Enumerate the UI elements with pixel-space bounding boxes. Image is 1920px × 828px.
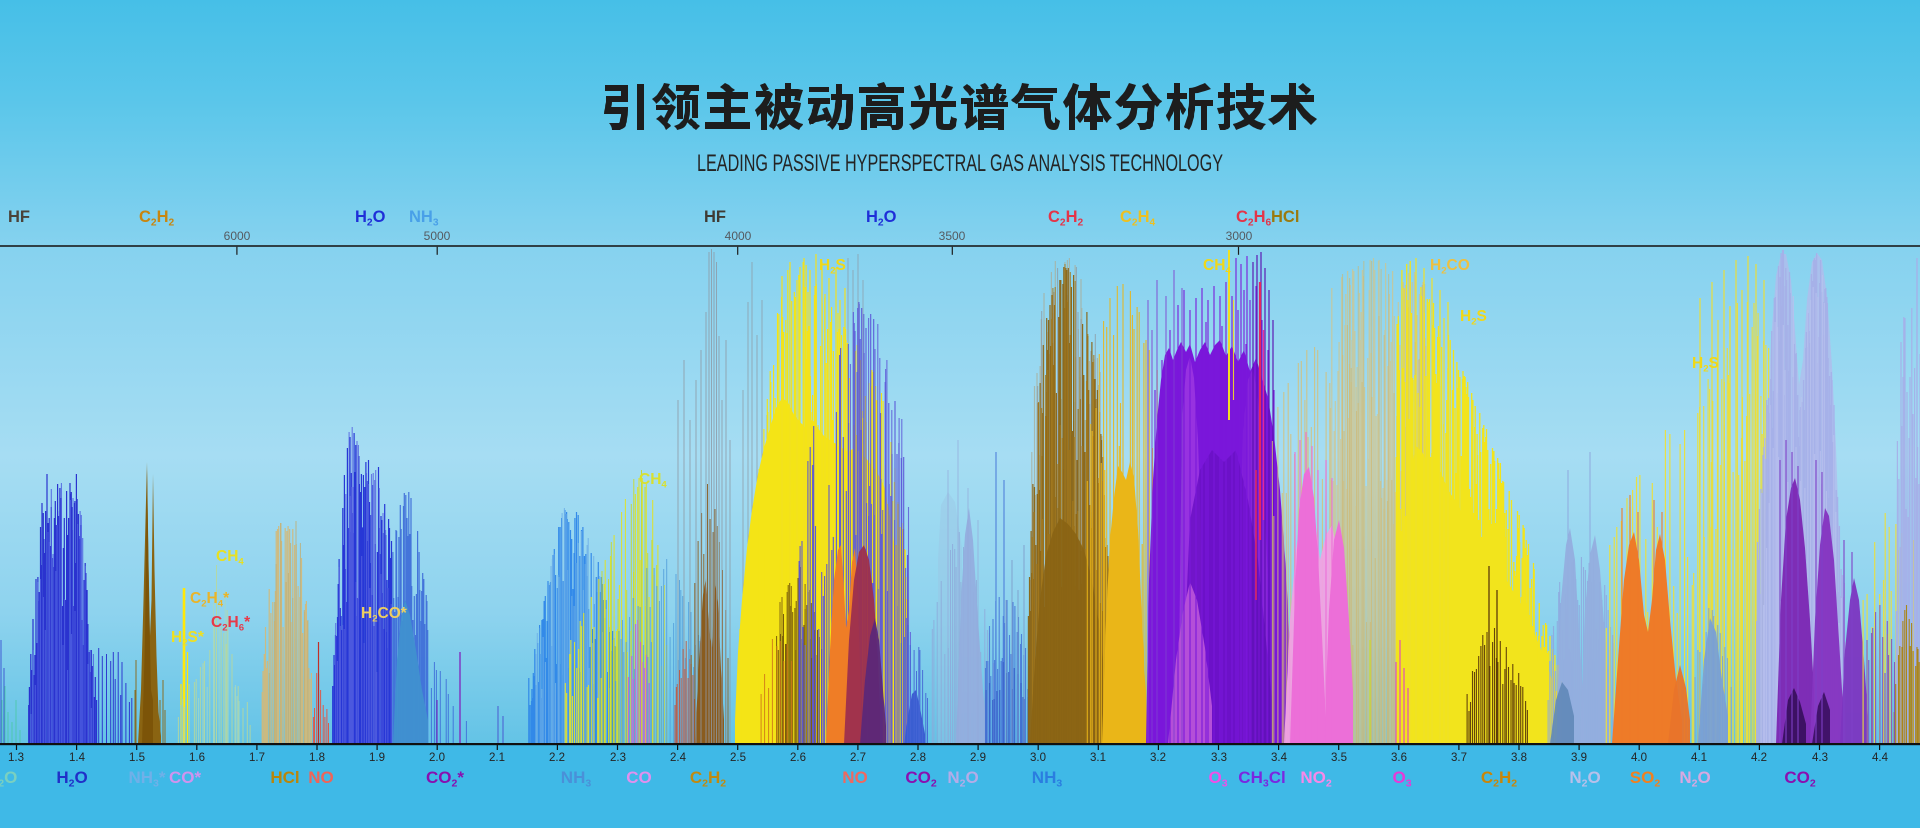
svg-text:2.2: 2.2	[549, 752, 565, 764]
svg-text:CH4: CH4	[639, 471, 667, 490]
svg-text:NH3: NH3	[1032, 768, 1063, 790]
svg-text:H2S: H2S	[1460, 308, 1487, 327]
svg-text:2.7: 2.7	[850, 752, 866, 764]
svg-text:H2CO: H2CO	[1430, 257, 1470, 276]
svg-text:4000: 4000	[725, 229, 752, 243]
svg-text:CO*: CO*	[169, 768, 202, 787]
svg-text:C2H4*: C2H4*	[190, 590, 230, 609]
svg-text:2.8: 2.8	[910, 752, 926, 764]
svg-text:C2H2: C2H2	[1481, 768, 1517, 790]
svg-text:3.5: 3.5	[1331, 752, 1347, 764]
svg-text:5000: 5000	[424, 229, 451, 243]
svg-text:CO2*: CO2*	[426, 768, 464, 790]
svg-text:2.0: 2.0	[429, 752, 445, 764]
svg-text:1.6: 1.6	[189, 752, 205, 764]
svg-text:1.4: 1.4	[69, 752, 86, 764]
svg-text:2.5: 2.5	[730, 752, 746, 764]
svg-text:3.9: 3.9	[1571, 752, 1587, 764]
svg-text:2.3: 2.3	[610, 752, 626, 764]
svg-text:2.9: 2.9	[970, 752, 986, 764]
svg-text:2.6: 2.6	[790, 752, 806, 764]
svg-text:N2O: N2O	[1679, 768, 1710, 790]
svg-text:4.0: 4.0	[1631, 752, 1647, 764]
svg-text:CO2: CO2	[1784, 768, 1816, 790]
svg-text:H2O: H2O	[56, 768, 87, 790]
svg-text:NO: NO	[308, 768, 334, 787]
svg-text:H2S: H2S	[1692, 355, 1719, 374]
svg-text:NH3: NH3	[409, 208, 439, 229]
svg-text:CH3Cl: CH3Cl	[1238, 768, 1285, 790]
svg-text:NH3*: NH3*	[128, 768, 165, 790]
svg-text:HF: HF	[704, 208, 726, 226]
svg-text:LEADING PASSIVE HYPERSPECTRAL: LEADING PASSIVE HYPERSPECTRAL GAS ANALYS…	[697, 150, 1223, 177]
svg-text:CH4: CH4	[216, 548, 244, 567]
svg-text:N2O: N2O	[947, 768, 978, 790]
svg-text:CO2: CO2	[905, 768, 937, 790]
svg-text:H2S*: H2S*	[171, 629, 205, 648]
svg-text:3.3: 3.3	[1211, 752, 1227, 764]
svg-text:C2H2: C2H2	[139, 208, 175, 229]
svg-text:1.8: 1.8	[309, 752, 325, 764]
svg-text:3000: 3000	[1226, 229, 1253, 243]
svg-text:H2O: H2O	[355, 208, 386, 229]
svg-text:3500: 3500	[939, 229, 966, 243]
svg-text:SO2: SO2	[1630, 768, 1661, 790]
svg-text:C2H4: C2H4	[1120, 208, 1156, 229]
svg-text:H2O: H2O	[866, 208, 897, 229]
svg-text:3.8: 3.8	[1511, 752, 1527, 764]
svg-text:N2O: N2O	[0, 768, 17, 790]
svg-text:C2H6: C2H6	[1236, 208, 1272, 229]
svg-text:3.6: 3.6	[1391, 752, 1407, 764]
svg-text:N2O: N2O	[1569, 768, 1600, 790]
svg-text:HF: HF	[8, 208, 30, 226]
svg-text:3.4: 3.4	[1271, 752, 1288, 764]
svg-text:4.1: 4.1	[1691, 752, 1707, 764]
svg-text:CH4: CH4	[1203, 257, 1231, 276]
svg-text:C2H2: C2H2	[690, 768, 726, 790]
svg-text:1.9: 1.9	[369, 752, 385, 764]
svg-text:HCl: HCl	[1271, 208, 1299, 226]
svg-text:C2H6*: C2H6*	[211, 614, 251, 633]
svg-text:NO: NO	[842, 768, 868, 787]
svg-text:1.5: 1.5	[129, 752, 145, 764]
svg-text:4.4: 4.4	[1872, 752, 1889, 764]
svg-text:1.3: 1.3	[8, 752, 24, 764]
svg-text:H2S: H2S	[819, 257, 846, 276]
svg-text:3.2: 3.2	[1150, 752, 1166, 764]
svg-text:3.7: 3.7	[1451, 752, 1467, 764]
svg-text:C2H2: C2H2	[1048, 208, 1084, 229]
svg-text:NH3: NH3	[561, 768, 592, 790]
svg-text:2.1: 2.1	[489, 752, 505, 764]
svg-text:CO: CO	[626, 768, 652, 787]
svg-text:6000: 6000	[224, 229, 251, 243]
svg-text:4.3: 4.3	[1812, 752, 1828, 764]
svg-text:1.7: 1.7	[249, 752, 265, 764]
svg-text:2.4: 2.4	[670, 752, 687, 764]
svg-text:3.1: 3.1	[1090, 752, 1106, 764]
svg-text:NO2: NO2	[1300, 768, 1332, 790]
svg-text:HCl: HCl	[270, 768, 299, 787]
svg-text:4.2: 4.2	[1751, 752, 1767, 764]
svg-text:3.0: 3.0	[1030, 752, 1046, 764]
svg-text:H2CO*: H2CO*	[361, 605, 408, 624]
